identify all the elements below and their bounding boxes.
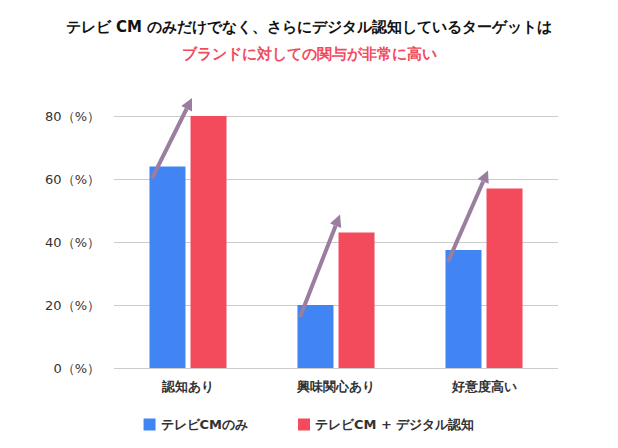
svg-text:認知あり: 認知あり bbox=[161, 379, 214, 394]
svg-text:0（%）: 0（%） bbox=[53, 361, 100, 376]
svg-text:興味関心あり: 興味関心あり bbox=[296, 379, 375, 394]
svg-text:テレビ CM のみだけでなく、さらにデジタル認知しているター: テレビ CM のみだけでなく、さらにデジタル認知しているターゲットは bbox=[66, 18, 552, 36]
svg-text:テレビCM + デジタル認知: テレビCM + デジタル認知 bbox=[315, 417, 474, 432]
svg-text:60（%）: 60（%） bbox=[45, 172, 100, 187]
svg-text:ブランドに対しての関与が非常に高い: ブランドに対しての関与が非常に高い bbox=[182, 45, 437, 63]
svg-text:80（%）: 80（%） bbox=[45, 109, 100, 124]
svg-text:40（%）: 40（%） bbox=[45, 235, 100, 250]
svg-text:20（%）: 20（%） bbox=[45, 298, 100, 313]
svg-text:好意度高い: 好意度高い bbox=[451, 379, 517, 394]
svg-text:テレビCMのみ: テレビCMのみ bbox=[161, 417, 248, 432]
